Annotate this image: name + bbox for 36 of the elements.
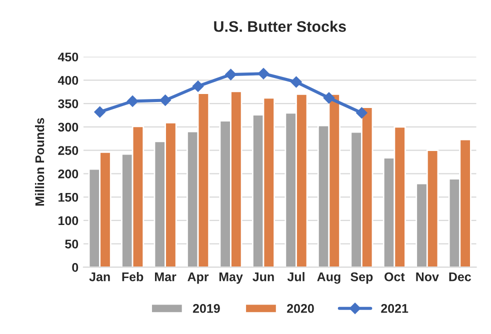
x-tick-label: Dec (449, 272, 472, 282)
x-tick-label: Nov (416, 272, 439, 282)
legend-label: 2021 (381, 304, 408, 313)
x-tick-label: Sep (350, 272, 373, 284)
x-tick-label: Apr (188, 272, 209, 284)
x-tick-label: Jun (252, 272, 274, 282)
y-tick-label: 100 (58, 216, 78, 226)
point (225, 68, 236, 80)
x-tick-label: Jan (89, 272, 110, 282)
chart-title: U.S. Butter Stocks (214, 20, 346, 32)
x-tick-label: May (219, 272, 243, 284)
point (160, 94, 171, 106)
legend-label: 2020 (287, 304, 314, 313)
y-tick-label: 0 (72, 263, 78, 272)
point (258, 68, 270, 80)
legend-label: 2019 (192, 304, 220, 313)
x-tick-label: Feb (122, 272, 144, 282)
y-tick-label: 150 (58, 192, 78, 202)
y-tick-label: 50 (65, 240, 78, 248)
x-tick-label: Mar (155, 272, 176, 282)
point (290, 76, 302, 88)
y-tick-label: 400 (58, 76, 78, 85)
point (192, 80, 204, 92)
y-axis-title: Million Pounds (34, 118, 44, 206)
point (94, 106, 106, 118)
point (126, 96, 138, 107)
y-tick-label: 300 (58, 122, 78, 132)
x-tick-label: Oct (384, 272, 405, 282)
x-tick-label: Aug (317, 272, 340, 284)
y-tick-label: 250 (58, 146, 78, 155)
point (356, 107, 368, 118)
y-tick-label: 350 (58, 99, 78, 108)
x-tick-label: Jul (287, 272, 304, 282)
y-tick-label: 200 (58, 169, 78, 178)
y-tick-label: 450 (58, 52, 78, 62)
point (323, 92, 335, 104)
